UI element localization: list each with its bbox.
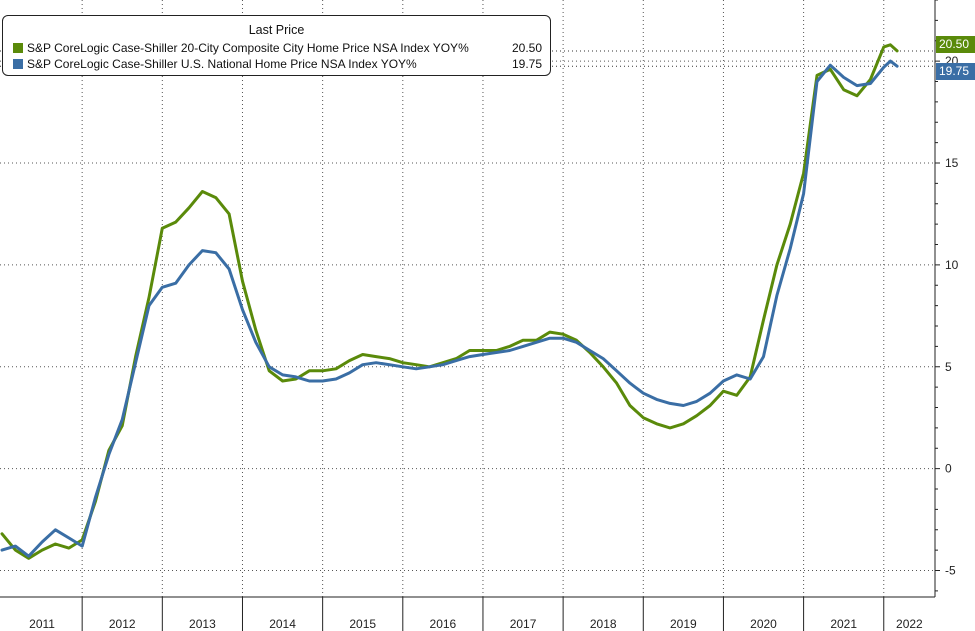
x-tick-label: 2021 bbox=[830, 617, 857, 631]
last-value-badge-national: 19.75 bbox=[936, 63, 975, 81]
legend-value-20-city: 20.50 bbox=[511, 41, 542, 55]
x-tick-label: 2014 bbox=[269, 617, 296, 631]
x-tick-label: 2017 bbox=[510, 617, 537, 631]
x-tick-label: 2022 bbox=[896, 617, 923, 631]
legend-label-national: S&P CoreLogic Case-Shiller U.S. National… bbox=[27, 57, 417, 71]
x-tick-label: 2019 bbox=[670, 617, 697, 631]
y-tick-label: 10 bbox=[945, 258, 959, 272]
x-axis: 2011 2012 2013 2014 2015 2016 2017 2018 2019 2020… bbox=[0, 596, 935, 631]
x-tick-label: 2015 bbox=[349, 617, 376, 631]
y-tick-label: 0 bbox=[945, 462, 952, 476]
legend-swatch-20-city bbox=[13, 43, 23, 53]
legend-swatch-national bbox=[13, 59, 23, 69]
y-tick-label: 15 bbox=[945, 156, 959, 170]
x-tick-label: 2018 bbox=[590, 617, 617, 631]
x-tick-label: 2011 bbox=[29, 617, 55, 631]
legend-value-national: 19.75 bbox=[511, 57, 542, 71]
x-tick-label: 2020 bbox=[750, 617, 777, 631]
legend-item-national: S&P CoreLogic Case-Shiller U.S. National… bbox=[13, 56, 542, 72]
legend-title: Last Price bbox=[248, 23, 305, 37]
last-value-badge-20-city: 20.50 bbox=[936, 35, 975, 53]
x-tick-label: 2012 bbox=[109, 617, 136, 631]
legend-label-20-city: S&P CoreLogic Case-Shiller 20-City Compo… bbox=[27, 41, 469, 55]
legend: Last Price S&P CoreLogic Case-Shiller 20… bbox=[2, 15, 551, 76]
grid-lines bbox=[0, 0, 935, 597]
y-tick-label: -5 bbox=[945, 564, 956, 578]
plot-area bbox=[0, 43, 899, 560]
x-tick-label: 2013 bbox=[189, 617, 216, 631]
y-tick-label: 5 bbox=[945, 360, 952, 374]
legend-item-20-city: S&P CoreLogic Case-Shiller 20-City Compo… bbox=[13, 40, 542, 56]
series-line-national bbox=[0, 59, 899, 558]
x-tick-label: 2016 bbox=[430, 617, 457, 631]
series-line-20-city bbox=[0, 43, 899, 560]
